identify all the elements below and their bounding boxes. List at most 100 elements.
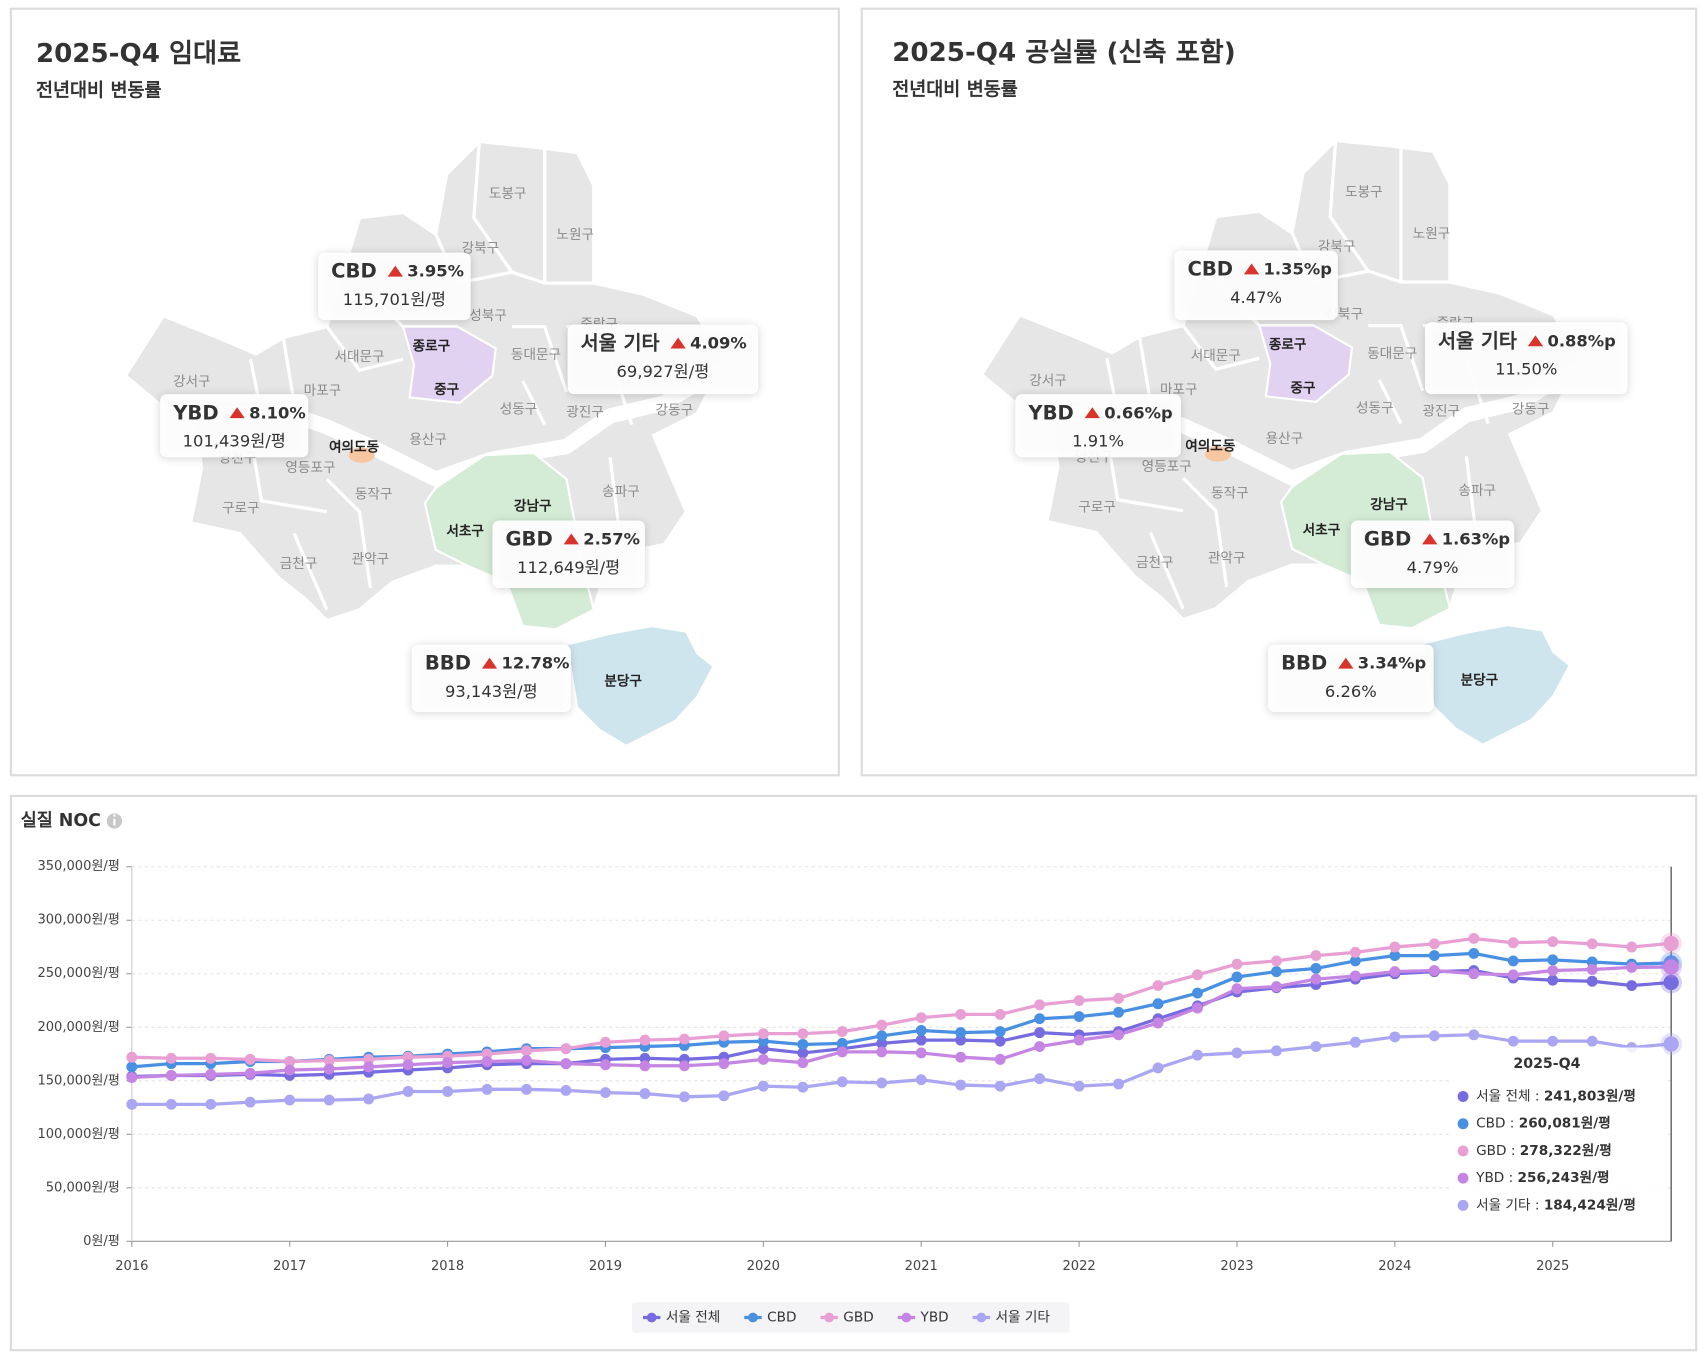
callout: 서울 기타 0.88%p 11.50% (1424, 322, 1628, 395)
district-label: 강동구 (1512, 401, 1550, 417)
district-label: 용산구 (1266, 431, 1304, 447)
tooltip-title: 2025-Q4 (1513, 1056, 1580, 1072)
data-point (284, 1056, 296, 1067)
legend-label: 서울 전체 (666, 1310, 720, 1326)
data-point (323, 1055, 335, 1066)
district-label: 강서구 (173, 374, 211, 390)
district-label: 서대문구 (1191, 348, 1241, 364)
data-point (1231, 971, 1243, 983)
callout-name: GBD (505, 528, 552, 551)
tooltip-value: 278,322원/평 (1520, 1142, 1612, 1159)
district-label: 마포구 (1160, 382, 1198, 398)
data-point (994, 1026, 1006, 1037)
map-panel: 2025-Q4 공실률 (신축 포함)전년대비 변동률도봉구노원구강북구성북구중… (892, 38, 1628, 713)
data-point (205, 1098, 217, 1110)
tooltip-name: GBD : (1476, 1143, 1515, 1159)
up-arrow (1527, 335, 1544, 347)
callout-value: 112,649원/평 (517, 558, 620, 577)
callout-box (1424, 322, 1628, 395)
district-label: 동대문구 (511, 347, 561, 363)
callout-name: YBD (172, 401, 218, 424)
tooltip-item: 서울 기타 : 184,424원/평 (1476, 1196, 1636, 1213)
data-point (1663, 959, 1679, 975)
callout: BBD 12.78% 93,143원/평 (411, 644, 571, 713)
tooltip-box (1448, 1047, 1665, 1224)
legend-dot (748, 1312, 758, 1323)
data-point (402, 1051, 414, 1063)
district-label: 광진구 (566, 405, 604, 421)
data-point (205, 1052, 217, 1064)
tooltip-name: YBD : (1475, 1170, 1513, 1186)
y-tick-label: 0원/평 (83, 1234, 120, 1249)
district-label: 노원구 (556, 227, 594, 243)
x-tick-label: 2022 (1062, 1259, 1095, 1274)
data-point (1468, 933, 1480, 944)
data-point (1626, 941, 1638, 953)
data-point (1663, 935, 1679, 952)
data-point (1073, 995, 1085, 1006)
data-point (955, 1034, 967, 1046)
data-point (718, 1090, 730, 1102)
tooltip-name: 서울 기타 : (1476, 1197, 1539, 1213)
district-label: 종로구 (1269, 337, 1307, 353)
callout: 서울 기타 4.09% 69,927원/평 (567, 324, 759, 395)
legend: 서울 전체 CBD GBD YBD 서울 기타 (632, 1302, 1070, 1333)
data-point (1231, 958, 1243, 970)
district-label: 여의도동 (1185, 437, 1236, 454)
data-point (1586, 975, 1598, 987)
data-point (876, 1037, 888, 1049)
data-point (757, 1043, 769, 1055)
district-label: 동대문구 (1367, 346, 1417, 362)
data-point (363, 1053, 375, 1065)
district-label: 금천구 (280, 556, 318, 572)
data-point (1507, 937, 1519, 949)
legend-label: 서울 기타 (996, 1310, 1051, 1326)
data-point (994, 1035, 1006, 1047)
tooltip-dot (1457, 1118, 1469, 1130)
data-point (1468, 947, 1480, 959)
data-point (560, 1043, 572, 1055)
callout-value: 6.26% (1325, 682, 1377, 701)
up-arrow (1243, 263, 1260, 275)
data-point (600, 1087, 611, 1098)
up-arrow (563, 533, 579, 545)
data-point (1231, 1047, 1243, 1059)
data-point (678, 1033, 690, 1045)
x-tick-label: 2020 (747, 1259, 780, 1274)
data-point (955, 1079, 967, 1091)
chart-title: 실질 NOC (21, 810, 101, 831)
callout-box (1174, 250, 1338, 321)
y-tick-label: 50,000원/평 (46, 1180, 120, 1195)
district-label: 관악구 (352, 552, 390, 568)
callout: YBD 0.66%p 1.91% (1015, 394, 1181, 458)
data-point (955, 1051, 967, 1063)
panel-subtitle: 전년대비 변동률 (36, 80, 162, 101)
callout-box (492, 520, 645, 588)
data-point (481, 1048, 493, 1060)
data-point (1507, 969, 1519, 981)
data-point (915, 1074, 927, 1086)
district-label: 관악구 (1208, 551, 1246, 567)
data-point (1310, 973, 1322, 985)
data-point (1192, 987, 1203, 999)
district-label: 강북구 (462, 240, 500, 256)
district-label: 성북구 (469, 308, 507, 324)
callout-change: 1.35%p (1264, 260, 1332, 279)
data-point (1073, 1011, 1085, 1023)
district-label: 분당구 (604, 673, 642, 690)
x-tick-label: 2021 (905, 1259, 938, 1274)
data-point (639, 1088, 651, 1100)
data-point (1586, 1035, 1598, 1047)
data-point (600, 1036, 611, 1048)
data-point (1034, 1073, 1046, 1085)
tooltip-dot (1457, 1172, 1469, 1184)
callout-name: YBD (1027, 401, 1073, 424)
data-point (560, 1084, 572, 1096)
data-point (1113, 992, 1125, 1004)
district-label: 구로구 (222, 501, 260, 517)
up-arrow (1084, 407, 1100, 419)
data-point (1152, 980, 1164, 991)
data-point (1192, 969, 1203, 981)
data-point (639, 1052, 651, 1064)
x-tick-label: 2019 (589, 1259, 622, 1274)
